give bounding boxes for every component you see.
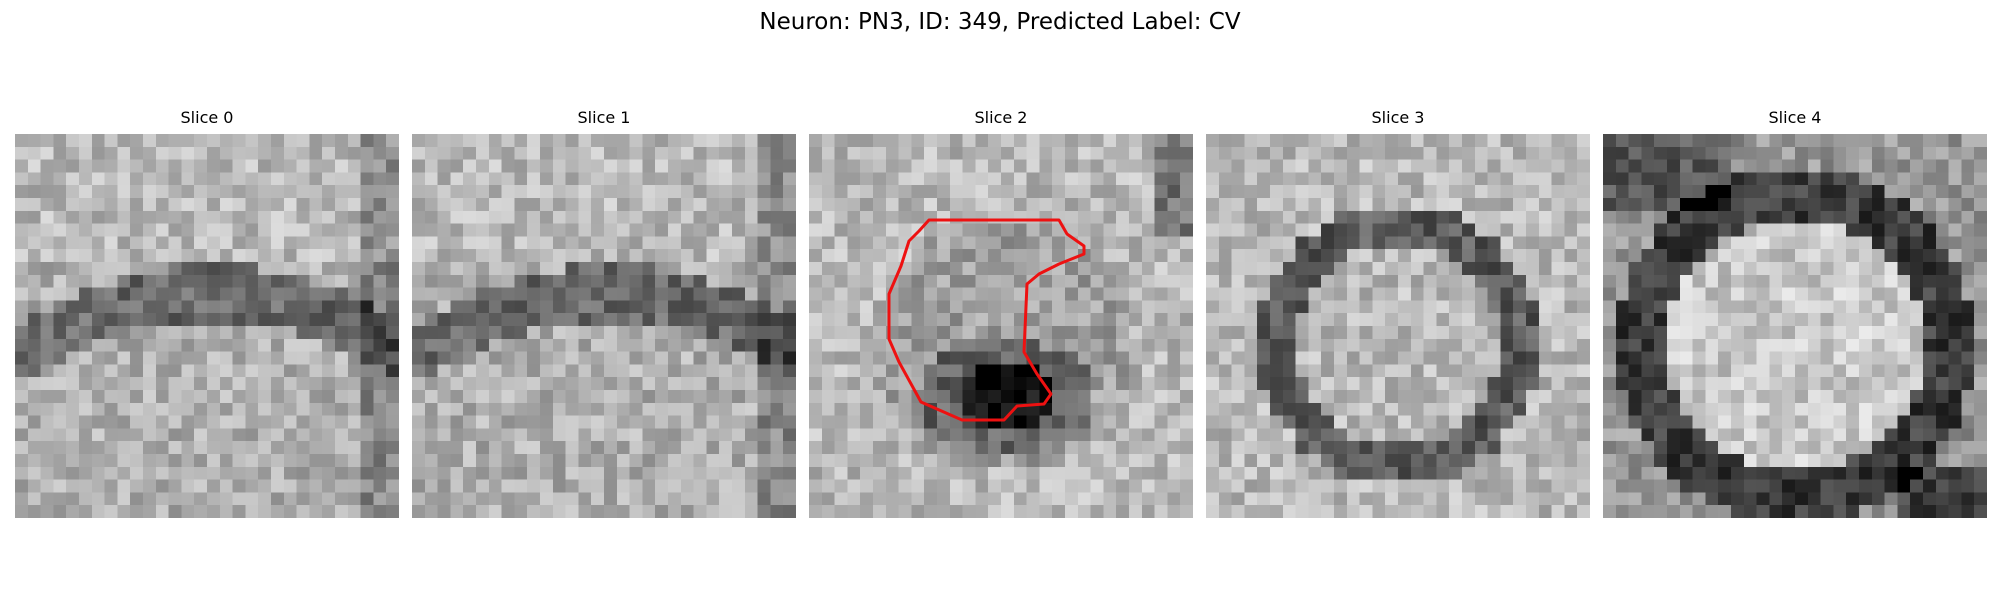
slice-image — [1206, 134, 1590, 518]
slice-panel-4: Slice 4 — [1603, 108, 1987, 518]
slice-panel-0: Slice 0 — [15, 108, 399, 518]
slice-title: Slice 0 — [180, 108, 234, 127]
slice-title: Slice 3 — [1371, 108, 1425, 127]
slice-panel-1: Slice 1 — [412, 108, 796, 518]
contour-outline — [887, 218, 1086, 422]
slice-image — [809, 134, 1193, 518]
slice-panel-2: Slice 2 — [809, 108, 1193, 518]
slice-title: Slice 4 — [1768, 108, 1822, 127]
segmentation-contour — [887, 218, 1086, 422]
slice-image — [15, 134, 399, 518]
figure-title: Neuron: PN3, ID: 349, Predicted Label: C… — [759, 9, 1241, 35]
slice-panel-3: Slice 3 — [1206, 108, 1590, 518]
slice-title: Slice 1 — [577, 108, 631, 127]
slice-image — [1603, 134, 1987, 518]
slice-title: Slice 2 — [974, 108, 1028, 127]
slice-image — [412, 134, 796, 518]
